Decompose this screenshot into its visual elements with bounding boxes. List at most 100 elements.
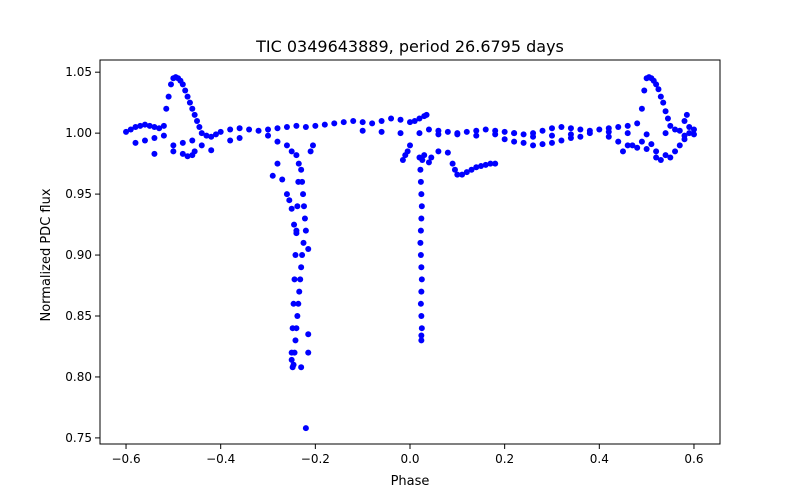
data-point [558, 137, 565, 144]
data-point [208, 133, 215, 140]
data-point [418, 264, 425, 271]
data-point [501, 128, 508, 135]
data-point [163, 105, 170, 112]
data-point [279, 176, 286, 183]
data-point [269, 172, 276, 179]
data-point [298, 264, 305, 271]
data-point [492, 160, 499, 167]
data-point [295, 160, 302, 167]
data-point [482, 161, 489, 168]
data-point [681, 132, 688, 139]
y-tick-label: 0.95 [65, 187, 92, 201]
data-point [359, 119, 366, 126]
x-tick-label: −0.4 [206, 452, 235, 466]
x-tick-label: 0.0 [400, 452, 419, 466]
data-point [411, 117, 418, 124]
y-axis-ticks: 0.75 0.80 0.85 0.90 0.95 1.00 1.05 [65, 65, 100, 445]
x-tick-label: 0.6 [684, 452, 703, 466]
data-point [186, 99, 193, 106]
data-point [305, 245, 312, 252]
data-point [418, 325, 425, 332]
data-point [300, 239, 307, 246]
data-point [309, 142, 316, 149]
data-point [179, 150, 186, 157]
data-point [265, 126, 272, 133]
data-point [638, 105, 645, 112]
data-point [539, 127, 546, 134]
data-point [605, 128, 612, 135]
x-axis-label: Phase [391, 474, 430, 489]
data-point [350, 117, 357, 124]
data-point [305, 349, 312, 356]
data-point [274, 138, 281, 145]
data-point [477, 163, 484, 170]
data-point [246, 126, 253, 133]
data-point [274, 125, 281, 132]
data-point [681, 117, 688, 124]
data-point [397, 116, 404, 123]
data-point [655, 86, 662, 93]
y-tick-label: 0.85 [65, 309, 92, 323]
data-point [482, 126, 489, 133]
data-point [558, 124, 565, 131]
data-point [435, 131, 442, 138]
data-point [425, 126, 432, 133]
data-point [255, 127, 262, 134]
data-point [548, 139, 555, 146]
data-point [141, 121, 148, 128]
data-point [473, 127, 480, 134]
data-point [577, 126, 584, 133]
data-point [686, 124, 693, 131]
data-point [487, 160, 494, 167]
data-point [300, 191, 307, 198]
data-point [435, 148, 442, 155]
data-point [634, 144, 641, 151]
data-point [492, 131, 499, 138]
data-point [288, 349, 295, 356]
data-point [297, 276, 304, 283]
data-point [291, 221, 298, 228]
data-point [539, 141, 546, 148]
data-point [463, 128, 470, 135]
data-point [167, 81, 174, 88]
data-point [667, 122, 674, 129]
data-point [182, 87, 189, 94]
data-point [418, 332, 425, 339]
data-point [407, 119, 413, 126]
data-point [454, 171, 461, 178]
data-point [137, 122, 144, 129]
data-point [288, 205, 295, 212]
data-point [305, 331, 312, 338]
y-tick-label: 0.90 [65, 248, 92, 262]
data-point [667, 154, 674, 161]
data-point [653, 148, 660, 155]
data-point [425, 159, 432, 166]
data-point [530, 142, 537, 149]
data-point [567, 125, 574, 132]
data-point [312, 122, 319, 129]
data-point [307, 148, 314, 155]
data-point [196, 124, 203, 131]
data-point [648, 141, 655, 148]
data-point [293, 230, 300, 237]
data-point [418, 215, 425, 222]
data-point [643, 145, 650, 152]
data-point [369, 120, 376, 127]
data-point [473, 164, 480, 171]
data-point [664, 115, 671, 122]
scatter-points [123, 74, 697, 432]
data-point [634, 120, 641, 127]
data-point [653, 154, 660, 161]
data-point [294, 203, 301, 210]
data-point [418, 337, 425, 344]
data-point [530, 133, 537, 140]
y-tick-label: 0.80 [65, 370, 92, 384]
data-point [449, 160, 456, 167]
data-point [520, 131, 527, 138]
data-point [629, 142, 636, 149]
data-point [165, 93, 172, 100]
data-point [643, 131, 650, 138]
data-point [151, 124, 158, 131]
